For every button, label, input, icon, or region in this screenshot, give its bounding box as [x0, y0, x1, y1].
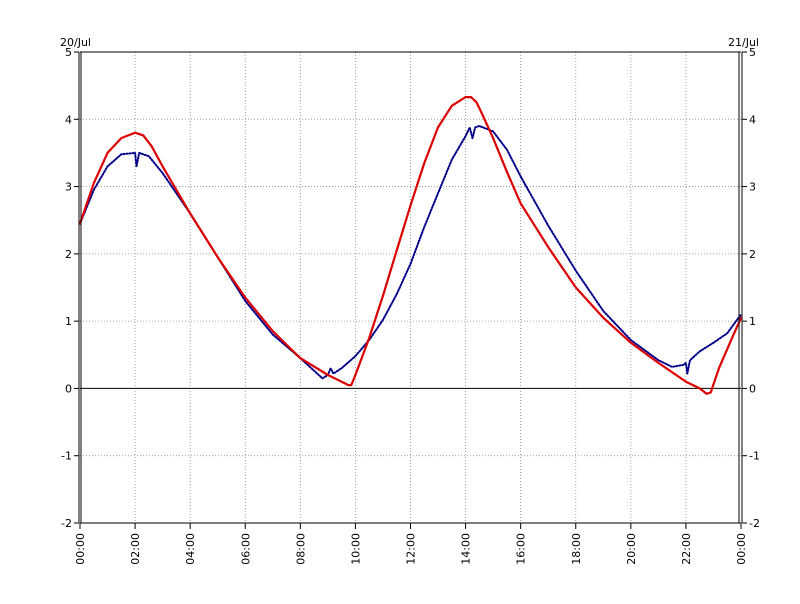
x-tick-label: 12:00	[405, 533, 418, 565]
y-tick-label-right: 2	[749, 248, 756, 261]
y-tick-label-left: -2	[61, 517, 72, 530]
x-tick-label: 20:00	[625, 533, 638, 565]
y-tick-label-left: 0	[65, 382, 72, 395]
y-tick-label-right: 4	[749, 113, 756, 126]
tick-labels: 5 54 43 32 21 10 0-1 -1-2 -200:00 02:00 04:00 06:00…	[60, 36, 760, 565]
x-tick-label: 10:00	[349, 533, 362, 565]
x-tick-label: 04:00	[184, 533, 197, 565]
y-tick-label-left: 4	[65, 113, 72, 126]
x-tick-label: 08:00	[294, 533, 307, 565]
x-tick-label: 14:00	[460, 533, 473, 565]
series-layer	[78, 95, 743, 395]
series-line-1	[79, 125, 742, 380]
gridlines	[80, 52, 741, 523]
x-tick-label: 02:00	[129, 533, 142, 565]
y-tick-label-right: -1	[749, 450, 760, 463]
y-tick-label-left: 3	[65, 181, 72, 194]
y-tick-label-right: 5	[749, 46, 756, 59]
x-tick-label: 16:00	[515, 533, 528, 565]
series-line-2	[78, 95, 743, 395]
x-tick-label: 06:00	[239, 533, 252, 565]
y-tick-label-right: -2	[749, 517, 760, 530]
y-tick-label-right: 0	[749, 382, 756, 395]
x-tick-label: 18:00	[570, 533, 583, 565]
y-tick-label-right: 1	[749, 315, 756, 328]
date-label-right: 21/Jul	[728, 36, 759, 49]
y-tick-label-left: 1	[65, 315, 72, 328]
x-tick-label: 00:00	[74, 533, 87, 565]
y-tick-label-left: -1	[61, 450, 72, 463]
date-label-left: 20/Jul	[60, 36, 91, 49]
y-tick-label-left: 2	[65, 248, 72, 261]
axes	[74, 51, 747, 529]
x-tick-label: 00:00	[735, 533, 748, 565]
x-tick-label: 22:00	[680, 533, 693, 565]
y-tick-label-left: 5	[65, 46, 72, 59]
y-tick-label-right: 3	[749, 181, 756, 194]
